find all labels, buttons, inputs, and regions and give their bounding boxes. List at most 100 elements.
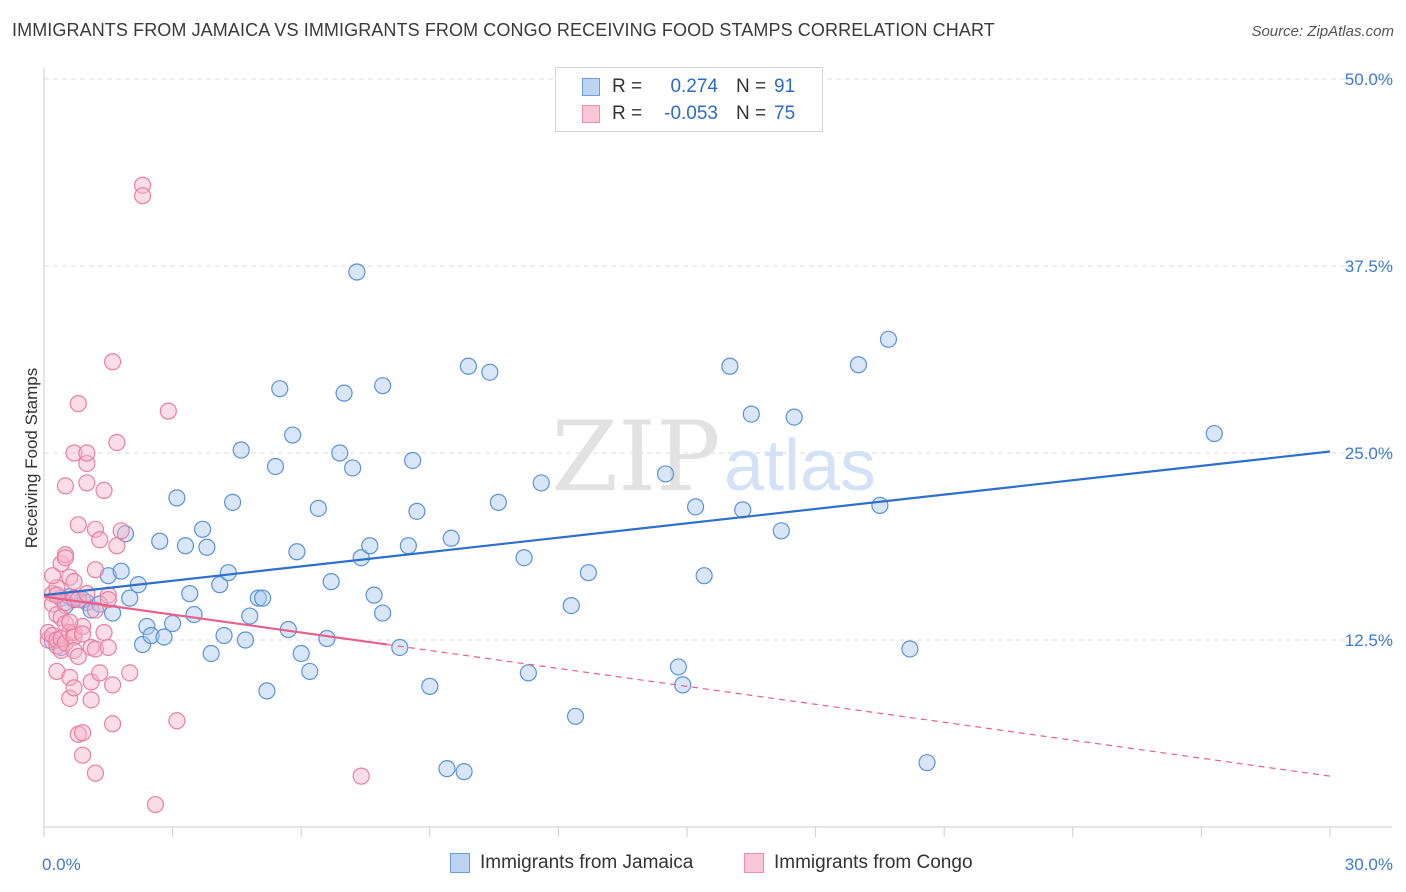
jamaica-point [669, 658, 688, 676]
source-label: Source: ZipAtlas.com [1251, 23, 1394, 40]
jamaica-point [656, 465, 675, 483]
n-label: N = [736, 103, 767, 124]
congo-point [61, 668, 79, 687]
legend-row-congo: R = -0.053 N = 75 [582, 101, 795, 127]
jamaica-point [365, 586, 383, 604]
y-tick-label: 25.0% [1345, 444, 1393, 463]
axes [43, 68, 1392, 837]
bottom-legend-congo: Immigrants from Congo [744, 852, 973, 874]
jamaica-point [438, 760, 456, 778]
jamaica-point [562, 596, 580, 615]
jamaica-point [374, 377, 392, 395]
jamaica-point [194, 520, 212, 538]
jamaica-legend-label: Immigrants from Jamaica [480, 852, 694, 873]
congo-point [86, 561, 105, 579]
chart-title: IMMIGRANTS FROM JAMAICA VS IMMIGRANTS FR… [12, 20, 995, 40]
jamaica-point [408, 502, 426, 520]
jamaica-point [335, 384, 353, 402]
watermark-atlas: atlas [724, 426, 876, 506]
jamaica-point [284, 426, 302, 444]
jamaica-point [232, 441, 250, 459]
jamaica-point [254, 589, 272, 607]
jamaica-point [318, 629, 336, 648]
congo-point [103, 715, 122, 733]
jamaica-point [374, 604, 392, 622]
congo-point [91, 531, 109, 549]
congo-point [73, 625, 92, 643]
jamaica-point [515, 549, 533, 567]
jamaica-point [121, 589, 139, 607]
jamaica-point [266, 457, 285, 476]
jamaica-point [721, 357, 739, 375]
r-label: R = [612, 103, 643, 124]
jamaica-point [185, 605, 203, 624]
jamaica-point [211, 576, 229, 594]
gridlines [44, 78, 1392, 641]
jamaica-point [168, 489, 186, 507]
jamaica-point [344, 459, 362, 477]
congo-point [61, 613, 79, 631]
congo-point [99, 591, 117, 609]
jamaica-point [901, 640, 919, 658]
y-tick-label: 37.5% [1345, 257, 1393, 276]
jamaica-point [215, 626, 233, 645]
jamaica-point [331, 444, 349, 462]
jamaica-point [155, 628, 173, 646]
congo-swatch-icon [744, 853, 764, 873]
congo-point [121, 664, 139, 682]
jamaica-point [348, 263, 366, 281]
jamaica-point [399, 537, 417, 555]
jamaica-points [43, 263, 1223, 781]
jamaica-point [742, 405, 760, 423]
congo-points [39, 176, 370, 814]
r-value: -0.053 [664, 103, 718, 124]
jamaica-point [404, 451, 422, 470]
congo-point [82, 673, 100, 691]
legend-row-jamaica: R = 0.274 N = 91 [582, 74, 795, 100]
y-axis-label: Receiving Food Stamps [22, 368, 41, 548]
congo-point [69, 395, 87, 413]
congo-point [56, 549, 75, 567]
jamaica-point [301, 662, 319, 681]
x-tick-label: 30.0% [1345, 855, 1393, 874]
jamaica-point [164, 614, 182, 633]
congo-point [146, 795, 165, 814]
jamaica-point [133, 635, 152, 654]
congo-legend-label: Immigrants from Congo [774, 852, 973, 873]
bottom-legend-jamaica: Immigrants from Jamaica [450, 852, 693, 874]
n-label: N = [736, 76, 767, 97]
jamaica-point [459, 357, 477, 375]
x-tick-label: 0.0% [42, 855, 81, 874]
congo-point [65, 444, 83, 462]
congo-point [69, 647, 87, 666]
jamaica-point [82, 601, 100, 619]
congo-point [99, 638, 117, 657]
congo-swatch-icon [582, 105, 600, 123]
n-value: 75 [774, 103, 796, 124]
congo-point [78, 444, 96, 462]
congo-point [78, 585, 96, 603]
congo-point [103, 353, 122, 371]
jamaica-point [772, 522, 790, 540]
jamaica-point [112, 562, 130, 580]
jamaica-point [181, 585, 199, 603]
jamaica-point [271, 380, 289, 398]
n-value: 91 [774, 76, 796, 97]
congo-point [65, 679, 83, 697]
congo-point [56, 477, 75, 495]
r-value: 0.274 [670, 76, 718, 97]
r-label: R = [612, 76, 643, 97]
jamaica-point [236, 631, 255, 649]
jamaica-point [1205, 424, 1223, 443]
congo-point [61, 689, 79, 707]
tick-labels: 12.5% 25.0% 37.5% 50.0% 0.0% 30.0% [42, 70, 1393, 874]
jamaica-point [292, 644, 310, 663]
jamaica-point [442, 529, 460, 547]
jamaica-point [879, 330, 898, 348]
jamaica-point [249, 589, 267, 607]
y-tick-label: 50.0% [1345, 70, 1393, 89]
congo-point [65, 623, 83, 642]
congo-point [86, 601, 105, 619]
congo-point [159, 402, 177, 420]
